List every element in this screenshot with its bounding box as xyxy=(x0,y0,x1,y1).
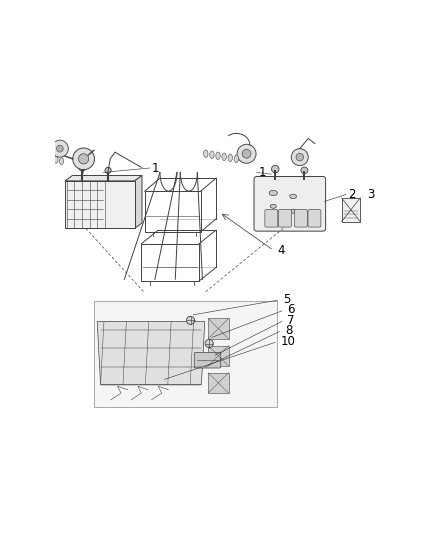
Ellipse shape xyxy=(210,151,214,158)
Circle shape xyxy=(242,149,251,158)
Bar xyxy=(208,318,229,339)
Circle shape xyxy=(73,148,95,169)
Ellipse shape xyxy=(228,154,233,161)
Bar xyxy=(208,345,229,366)
Polygon shape xyxy=(65,181,134,229)
Ellipse shape xyxy=(290,194,297,199)
Circle shape xyxy=(78,154,88,164)
Ellipse shape xyxy=(38,152,42,159)
Text: 2: 2 xyxy=(348,188,356,201)
Bar xyxy=(94,302,277,407)
Ellipse shape xyxy=(216,152,220,159)
Circle shape xyxy=(291,149,308,166)
Circle shape xyxy=(205,340,213,348)
Polygon shape xyxy=(65,175,142,181)
Ellipse shape xyxy=(43,154,47,160)
FancyBboxPatch shape xyxy=(294,209,307,227)
Ellipse shape xyxy=(204,150,208,157)
Circle shape xyxy=(105,167,111,173)
Ellipse shape xyxy=(234,155,239,163)
FancyBboxPatch shape xyxy=(254,176,325,231)
Circle shape xyxy=(187,316,194,325)
FancyBboxPatch shape xyxy=(265,209,278,227)
Ellipse shape xyxy=(60,158,64,165)
Circle shape xyxy=(296,154,304,161)
Ellipse shape xyxy=(290,209,296,213)
Text: 10: 10 xyxy=(280,335,295,348)
Circle shape xyxy=(272,165,279,173)
Bar xyxy=(208,373,229,393)
FancyBboxPatch shape xyxy=(279,209,291,227)
Ellipse shape xyxy=(269,190,277,196)
Bar xyxy=(342,198,360,222)
Text: 7: 7 xyxy=(287,313,295,327)
Ellipse shape xyxy=(27,150,31,157)
Circle shape xyxy=(57,146,63,152)
Polygon shape xyxy=(134,175,142,229)
Text: 8: 8 xyxy=(285,324,292,337)
FancyBboxPatch shape xyxy=(308,209,321,227)
Ellipse shape xyxy=(32,151,36,158)
Circle shape xyxy=(237,144,256,163)
Circle shape xyxy=(78,163,86,171)
Circle shape xyxy=(301,167,308,174)
Ellipse shape xyxy=(270,204,276,208)
Ellipse shape xyxy=(222,153,226,160)
Ellipse shape xyxy=(49,155,53,162)
Text: 5: 5 xyxy=(283,293,290,306)
FancyBboxPatch shape xyxy=(194,352,221,368)
Text: 3: 3 xyxy=(367,188,374,201)
Text: 6: 6 xyxy=(287,303,295,317)
Text: 1: 1 xyxy=(258,166,266,179)
Text: 4: 4 xyxy=(277,244,285,257)
Text: 1: 1 xyxy=(152,161,159,174)
Ellipse shape xyxy=(54,157,58,163)
Polygon shape xyxy=(97,321,205,385)
Circle shape xyxy=(51,140,68,157)
